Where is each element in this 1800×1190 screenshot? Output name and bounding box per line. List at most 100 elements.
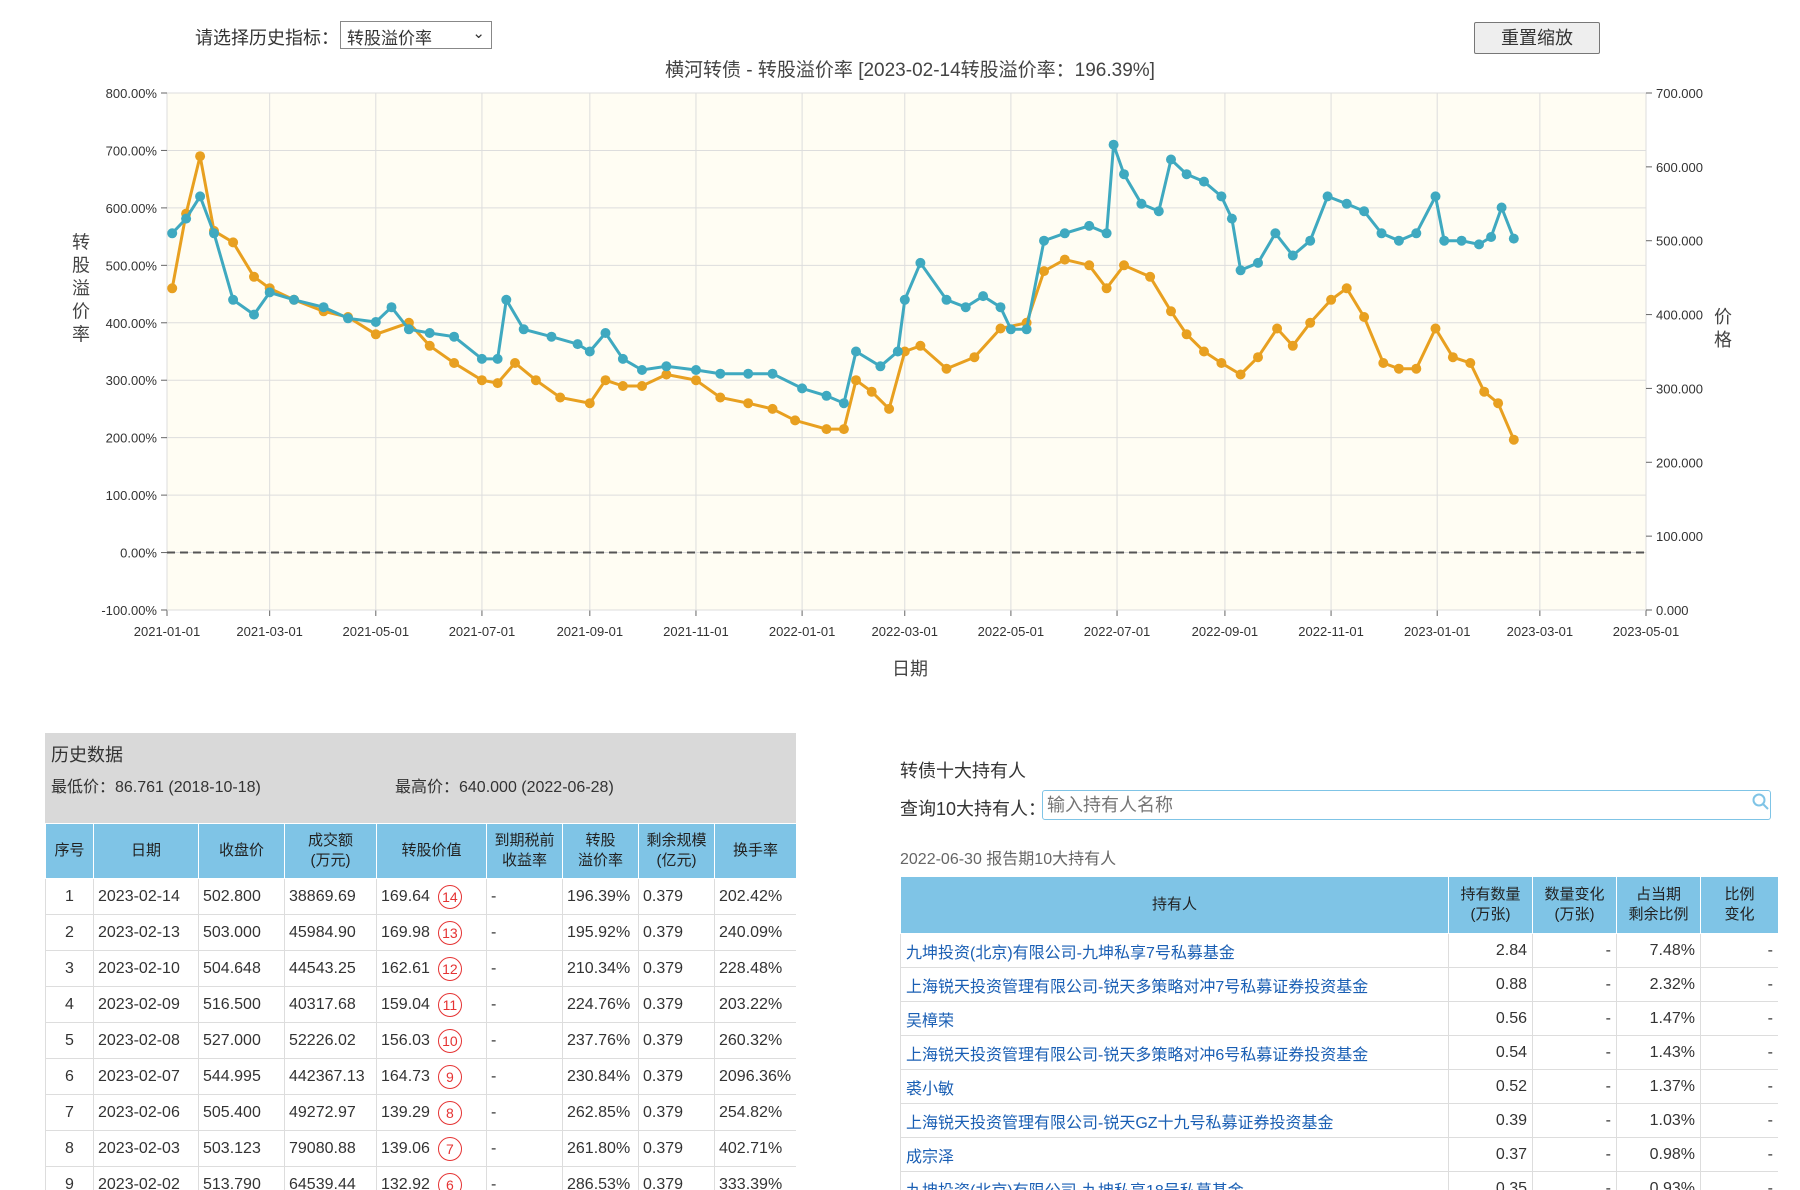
series-0-point: [1101, 283, 1112, 294]
y-left-tick-label: 600.00%: [106, 201, 158, 216]
history-cell-prem: 262.85%: [562, 1094, 639, 1131]
series-0-point: [899, 346, 910, 357]
cell-text: 64539.44: [289, 1175, 356, 1190]
history-cell-close: 544.995: [198, 1058, 285, 1095]
cell-text: 9: [65, 1175, 74, 1190]
series-0-point: [1393, 363, 1404, 374]
x-tick-label: 2021-09-01: [557, 624, 624, 639]
history-cell-no: 1: [45, 878, 94, 915]
history-cell-turn: 254.82%: [714, 1094, 796, 1131]
series-0-point: [1084, 260, 1095, 271]
holder-name-link[interactable]: 上海锐天投资管理有限公司-锐天GZ十九号私募证券投资基金: [900, 1103, 1449, 1138]
holder-cell-qty: 0.39: [1448, 1103, 1533, 1138]
holder-name-link[interactable]: 上海锐天投资管理有限公司-锐天多策略对冲6号私募证券投资基金: [900, 1035, 1449, 1070]
rank-badge: 7: [437, 1136, 462, 1161]
series-0-point: [1341, 283, 1352, 294]
series-0-point: [1359, 312, 1370, 322]
series-0-point: [424, 340, 435, 351]
history-cell-close: 504.648: [198, 950, 285, 987]
x-tick-label: 2022-11-01: [1298, 624, 1364, 639]
series-1-point: [1235, 265, 1246, 276]
table-row: 4 2023-02-09 516.500 40317.68 159.04 11 - 224.7…: [45, 986, 796, 1023]
series-0-point: [1447, 352, 1458, 363]
cell-text: 261.80%: [567, 1139, 631, 1157]
holder-name-link[interactable]: 九坤投资(北京)有限公司-九坤私享18号私募基金: [900, 1171, 1449, 1190]
cell-text: 1: [65, 887, 74, 905]
history-cell-date: 2023-02-13: [93, 914, 199, 951]
y-left-tick-label: 500.00%: [106, 258, 158, 273]
history-cell-prem: 224.76%: [562, 986, 639, 1023]
series-1-point: [960, 302, 971, 313]
series-1-point: [1287, 250, 1298, 261]
history-cell-no: 5: [45, 1022, 94, 1059]
series-0-point: [851, 375, 861, 386]
series-1-point: [1005, 324, 1016, 335]
y-right-axis-title: 价格: [1712, 307, 1732, 353]
cell-text: -: [491, 1175, 497, 1190]
table-row: 3 2023-02-10 504.648 44543.25 162.61 12 - 210.3…: [45, 950, 796, 987]
chevron-down-icon: ⌄: [472, 25, 485, 42]
rank-badge: 9: [437, 1064, 462, 1089]
cell-text: 210.34%: [567, 959, 631, 977]
holder-cell-rchg: -: [1700, 1035, 1778, 1070]
holder-cell-chg: -: [1532, 1103, 1617, 1138]
y-right-tick-label: 300.000: [1656, 381, 1703, 396]
cell-text: 2023-02-06: [98, 1103, 180, 1121]
rank-badge: 10: [437, 1028, 462, 1053]
holder-search-input[interactable]: [1042, 790, 1771, 820]
x-tick-label: 2021-07-01: [449, 624, 516, 639]
series-0-point: [1039, 266, 1049, 277]
series-1-point: [1496, 202, 1507, 213]
series-0-point: [449, 358, 460, 368]
history-cell-ytm: -: [486, 878, 563, 915]
holder-cell-chg: -: [1532, 1001, 1617, 1036]
holders-col-header: 持有人: [900, 876, 1449, 934]
series-1-point: [941, 294, 952, 305]
cell-text: 2023-02-07: [98, 1067, 180, 1085]
holder-cell-qty: 0.52: [1448, 1069, 1533, 1104]
holders-col-header: 持有数量 (万张): [1448, 876, 1533, 934]
series-1-point: [264, 287, 275, 298]
series-0-point: [510, 358, 520, 368]
premium-chart[interactable]: 横河转债 - 转股溢价率 [2023-02-14转股溢价率：196.39%] 20…: [0, 50, 1800, 690]
holder-name-link[interactable]: 上海锐天投资管理有限公司-锐天多策略对冲7号私募证券投资基金: [900, 967, 1449, 1002]
history-cell-amount: 52226.02: [284, 1022, 377, 1059]
history-col-header: 到期税前 收益率: [486, 823, 563, 879]
y-right-tick-label: 600.000: [1656, 160, 1703, 175]
y-left-tick-label: 100.00%: [106, 488, 158, 503]
reset-zoom-button[interactable]: 重置缩放: [1474, 22, 1600, 54]
search-icon[interactable]: [1751, 792, 1771, 812]
series-1-point: [228, 294, 239, 305]
series-0-point: [838, 424, 849, 435]
series-0-point: [743, 398, 754, 409]
history-panel: 历史数据 最低价：86.761 (2018-10-18) 最高价：640.000…: [45, 733, 796, 1190]
y-right-tick-label: 700.000: [1656, 86, 1703, 101]
toolbar: 请选择历史指标： 转股溢价率 ⌄ 重置缩放: [0, 0, 1800, 60]
series-0-point: [715, 392, 726, 403]
cell-text: 2023-02-10: [98, 959, 180, 977]
history-cell-turn: 202.42%: [714, 878, 796, 915]
series-1-point: [318, 302, 329, 313]
series-1-point: [600, 328, 611, 338]
cell-text: 2023-02-02: [98, 1175, 180, 1190]
series-0-point: [1465, 358, 1476, 368]
table-row: 上海锐天投资管理有限公司-锐天多策略对冲7号私募证券投资基金 0.88-2.32%…: [900, 967, 1778, 1002]
history-cell-conv: 164.73 9: [376, 1058, 487, 1095]
history-cell-ytm: -: [486, 1022, 563, 1059]
x-tick-label: 2021-03-01: [236, 624, 303, 639]
holder-name-link[interactable]: 成宗泽: [900, 1137, 1449, 1172]
series-1-point: [875, 361, 886, 372]
holder-name-link[interactable]: 裘小敏: [900, 1069, 1449, 1104]
series-0-point: [167, 283, 178, 294]
series-1-point: [1305, 235, 1316, 246]
series-0-point: [941, 363, 952, 374]
indicator-select[interactable]: 转股溢价率 ⌄: [340, 21, 492, 49]
history-cell-size: 0.379: [638, 878, 715, 915]
holder-name-link[interactable]: 吴樟荣: [900, 1001, 1449, 1036]
cell-text: 504.648: [203, 959, 261, 977]
cell-text: -: [491, 995, 497, 1013]
history-col-header: 转股 溢价率: [562, 823, 639, 879]
holder-name-link[interactable]: 九坤投资(北京)有限公司-九坤私享7号私募基金: [900, 933, 1449, 968]
cell-text: 0.379: [643, 959, 684, 977]
cell-text: 544.995: [203, 1067, 261, 1085]
